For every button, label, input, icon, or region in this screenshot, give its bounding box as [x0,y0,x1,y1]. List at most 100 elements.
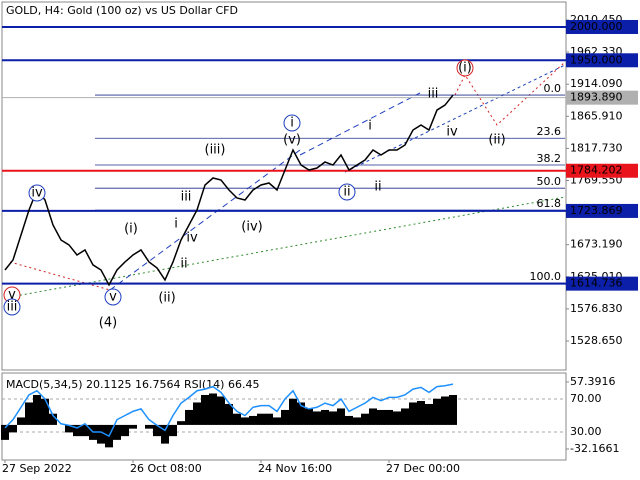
wave-circle [3,298,21,316]
macd-bar [409,402,417,425]
macd-bar [41,398,49,425]
macd-bar [257,413,265,425]
wave-label: (v) [283,133,301,148]
macd-bar [265,413,273,425]
macd-bar [417,400,425,425]
level-label: 1950.000 [570,53,623,66]
wave-label: iii [7,300,18,315]
level-label: 1723.869 [570,204,623,217]
macd-bar [297,402,305,425]
macd-bar [17,417,25,425]
macd-bar [353,417,361,425]
macd-bar [321,409,329,425]
wave-label: (iii) [205,143,226,158]
fib-label: 61.8 [537,197,562,210]
wave-label: ii [180,257,187,272]
macd-bar [1,424,9,440]
x-tick-label: 27 Sep 2022 [2,462,72,475]
x-tick-label: 27 Dec 00:00 [386,462,460,475]
y-tick-label: 1914.090 [570,77,623,90]
indicator-title: MACD(5,34,5) 20.1125 16.7564 RSI(14) 66.… [6,378,259,391]
macd-bar [361,413,369,425]
projection-line [454,61,566,126]
macd-bar [121,424,129,437]
wave-label: iv [31,186,43,201]
macd-bar [193,402,201,425]
wave-label: v [8,288,16,303]
fib-label: 23.6 [537,125,562,138]
macd-bar [305,408,313,425]
macd-bar [25,402,33,425]
macd-bar [289,398,297,425]
macd-bar [345,415,353,425]
wave-circle [338,183,356,201]
macd-bar [153,424,161,437]
macd-bar [9,424,17,433]
fib-label: 38.2 [537,152,562,165]
macd-bar [281,409,289,425]
macd-bar [441,396,449,425]
wave-circle [104,288,122,306]
macd-bar [97,424,105,444]
wave-label: (i) [458,61,472,76]
wave-guides [9,61,566,298]
level-label: 1614.736 [570,277,623,290]
level-tag [566,203,638,218]
wave-label: (ii) [488,133,505,148]
macd-bar [81,424,89,437]
macd-bar [233,413,241,425]
macd-bar [113,424,121,440]
macd-bar [177,421,185,425]
y-tick-label: 1817.730 [570,141,623,154]
wave-label: (iv) [241,220,262,235]
wave-label: i [368,119,372,134]
level-tag [566,276,638,291]
y-tick-label: 70.00 [570,392,602,405]
wave-label: i [174,217,178,232]
macd-bar [201,394,209,425]
wave-circle [283,114,301,132]
y-tick-label: 1673.190 [570,238,623,251]
y2-tick-label: 57.3916 [570,375,616,388]
macd-bar [273,417,281,425]
level-tag [566,53,638,68]
indicator-frame [1,372,567,461]
wave-label: (i) [124,222,138,237]
fib-label: 50.0 [537,175,562,188]
macd-bar [33,394,41,425]
macd-bar [185,409,193,425]
macd-bar [329,411,337,425]
y-tick-label: 1528.650 [570,334,623,347]
main-frame [1,1,567,371]
macd-bar [217,396,225,425]
guide-line [9,261,111,291]
level-label: 2000.000 [570,20,623,33]
wave-circle [28,184,46,202]
macd-bar [225,403,233,425]
macd-bar [313,411,321,425]
chart-title: GOLD, H4: Gold (100 oz) vs US Dollar CFD [6,4,238,17]
wave-label: iii [181,190,192,205]
wave-label: iii [428,87,439,102]
level-tag [566,163,638,178]
y-tick-label: 1576.830 [570,302,623,315]
wave-label: ii [343,185,350,200]
level-label: 1784.202 [570,164,623,177]
macd-bar [65,424,73,433]
wave-label: (4) [99,316,117,331]
level-tag [566,19,638,34]
y-tick-label: 1865.910 [570,109,623,122]
wave-label: i [290,116,294,131]
price-line [4,94,454,287]
rsi-line [4,383,454,438]
wave-label: iv [186,231,198,246]
macd-bar [393,411,401,425]
macd-bar [249,415,257,425]
macd-bar [425,403,433,425]
macd-bar [49,413,57,425]
guide-line [9,196,566,298]
macd-bar [369,408,377,425]
x-tick-label: 26 Oct 08:00 [130,462,202,475]
macd-bar [433,398,441,425]
